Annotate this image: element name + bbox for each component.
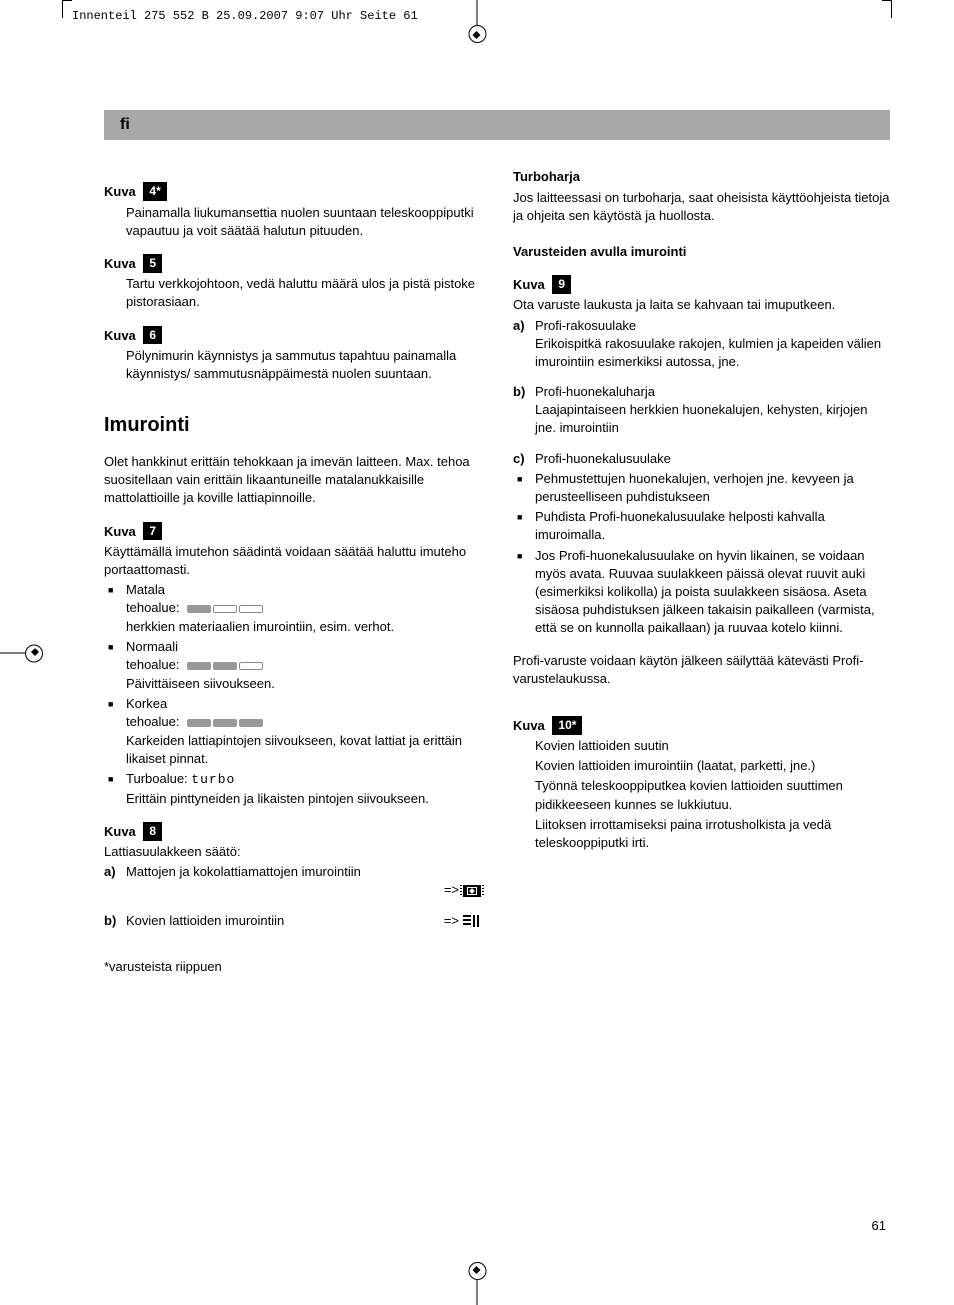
crop-mark-left	[0, 652, 35, 653]
kuva-label: Kuva	[104, 184, 136, 199]
power-level-matala: Matala tehoalue: herkkien materiaalien i…	[126, 581, 481, 636]
kuva-number-6: 6	[143, 326, 162, 345]
kuva-number-9: 9	[552, 275, 571, 294]
floor-a-text: Mattojen ja kokolattiamattojen imurointi…	[126, 863, 481, 881]
kuva-10-heading: Kuva 10*	[513, 716, 890, 735]
kuva-9-heading: Kuva 9	[513, 275, 890, 294]
crop-mark-top	[477, 0, 478, 35]
kuva-number-5: 5	[143, 254, 162, 273]
power-bar-icon	[187, 657, 265, 675]
kuva-8-intro: Lattiasuulakkeen säätö:	[104, 843, 481, 861]
kuva-10-body: Kovien lattioiden suutin Kovien lattioid…	[513, 737, 890, 852]
kuva-5-text: Tartu verkkojohtoon, vedä haluttu määrä …	[104, 275, 481, 311]
page-content: fi Kuva 4* Painamalla liukumansettia nuo…	[104, 110, 890, 976]
turbo-text: Jos laitteessasi on turboharja, saat ohe…	[513, 189, 890, 225]
power-level-korkea: Korkea tehoalue: Karkeiden lattiapintoje…	[126, 695, 481, 768]
footnote: *varusteista riippuen	[104, 958, 481, 976]
kuva-8-heading: Kuva 8	[104, 822, 481, 841]
accessory-a-title: Profi-rakosuulake	[535, 318, 636, 333]
crop-mark-bottom	[477, 1270, 478, 1305]
list-marker-a: a)	[104, 863, 126, 899]
power-level-list: Matala tehoalue: herkkien materiaalien i…	[104, 581, 481, 808]
power-desc: herkkien materiaalien imurointiin, esim.…	[126, 619, 394, 634]
power-desc: Karkeiden lattiapintojen siivoukseen, ko…	[126, 733, 462, 766]
arrow-symbol: =>	[444, 881, 459, 899]
accessory-b-title: Profi-huonekaluharja	[535, 384, 655, 399]
power-desc: Päivittäiseen siivoukseen.	[126, 676, 275, 691]
crop-corner-top-left	[62, 0, 63, 18]
kuva-number-4: 4*	[143, 182, 166, 201]
kuva-label: Kuva	[513, 718, 545, 733]
kuva-6-heading: Kuva 6	[104, 326, 481, 345]
power-name: Turboalue:	[126, 771, 188, 786]
accessory-b: b) Profi-huonekaluharja Laajapintaiseen …	[513, 383, 890, 438]
power-range-label: tehoalue:	[126, 657, 180, 672]
accessory-a: a) Profi-rakosuulake Erikoispitkä rakosu…	[513, 317, 890, 372]
kuva-10-l4: Liitoksen irrottamiseksi paina irrotusho…	[535, 816, 890, 852]
carpet-icon	[463, 885, 481, 897]
accessory-c-bullet-2: Puhdista Profi-huonekalusuulake helposti…	[535, 508, 890, 544]
language-bar: fi	[104, 110, 890, 140]
kuva-label: Kuva	[104, 256, 136, 271]
kuva-label: Kuva	[104, 824, 136, 839]
floor-b-text: Kovien lattioiden imurointiin	[126, 912, 444, 930]
right-column: Turboharja Jos laitteessasi on turboharj…	[513, 168, 890, 976]
list-marker-c: c)	[513, 450, 535, 468]
accessory-b-text: Laajapintaiseen herkkien huonekalujen, k…	[535, 402, 867, 435]
power-bar-icon	[187, 600, 265, 618]
arrow-symbol: =>	[444, 912, 459, 930]
power-range-label: tehoalue:	[126, 714, 180, 729]
kuva-4-heading: Kuva 4*	[104, 182, 481, 201]
accessory-c-bullet-1: Pehmustettujen huonekalujen, verhojen jn…	[535, 470, 890, 506]
list-marker-b: b)	[104, 912, 126, 930]
kuva-4-text: Painamalla liukumansettia nuolen suuntaa…	[104, 204, 481, 240]
kuva-label: Kuva	[104, 524, 136, 539]
floor-setting-list: a) Mattojen ja kokolattiamattojen imuroi…	[104, 863, 481, 930]
imurointi-intro: Olet hankkinut erittäin tehokkaan ja ime…	[104, 453, 481, 508]
print-header: Innenteil 275 552 B 25.09.2007 9:07 Uhr …	[72, 8, 418, 25]
accessory-c: c) Profi-huonekalusuulake	[513, 450, 890, 468]
power-name: Normaali	[126, 639, 178, 654]
kuva-number-8: 8	[143, 822, 162, 841]
kuva-number-10: 10*	[552, 716, 582, 735]
kuva-7-intro: Käyttämällä imutehon säädintä voidaan sä…	[104, 543, 481, 579]
power-name: Korkea	[126, 696, 167, 711]
accessory-list: a) Profi-rakosuulake Erikoispitkä rakosu…	[513, 317, 890, 468]
list-marker-b: b)	[513, 383, 535, 438]
power-level-normaali: Normaali tehoalue: Päivittäiseen siivouk…	[126, 638, 481, 693]
turbo-heading: Turboharja	[513, 168, 890, 186]
kuva-label: Kuva	[104, 328, 136, 343]
power-desc: Erittäin pinttyneiden ja likaisten pinto…	[126, 791, 429, 806]
power-name: Matala	[126, 582, 165, 597]
power-range-label: tehoalue:	[126, 600, 180, 615]
accessory-c-bullets: Pehmustettujen huonekalujen, verhojen jn…	[513, 470, 890, 638]
section-heading-imurointi: Imurointi	[104, 411, 481, 439]
floor-setting-a: a) Mattojen ja kokolattiamattojen imuroi…	[104, 863, 481, 899]
kuva-10-l1: Kovien lattioiden suutin	[535, 737, 890, 755]
kuva-7-heading: Kuva 7	[104, 522, 481, 541]
power-level-turbo: Turboalue: turbo Erittäin pinttyneiden j…	[126, 770, 481, 807]
hard-floor-icon	[463, 915, 481, 927]
list-marker-a: a)	[513, 317, 535, 372]
accessory-a-text: Erikoispitkä rakosuulake rakojen, kulmie…	[535, 336, 881, 369]
crop-corner-top-right	[891, 0, 892, 18]
accessories-heading: Varusteiden avulla imurointi	[513, 243, 890, 261]
kuva-9-outro: Profi-varuste voidaan käytön jälkeen säi…	[513, 652, 890, 688]
power-bar-icon	[187, 714, 265, 732]
kuva-9-intro: Ota varuste laukusta ja laita se kahvaan…	[513, 296, 890, 314]
kuva-5-heading: Kuva 5	[104, 254, 481, 273]
left-column: Kuva 4* Painamalla liukumansettia nuolen…	[104, 168, 481, 976]
kuva-10-l3: Työnnä teleskooppiputkea kovien lattioid…	[535, 777, 890, 813]
kuva-label: Kuva	[513, 277, 545, 292]
floor-setting-b: b) Kovien lattioiden imurointiin =>	[104, 912, 481, 930]
kuva-6-text: Pölynimurin käynnistys ja sammutus tapah…	[104, 347, 481, 383]
kuva-number-7: 7	[143, 522, 162, 541]
accessory-c-bullet-3: Jos Profi-huonekalusuulake on hyvin lika…	[535, 547, 890, 638]
page-number: 61	[872, 1217, 886, 1235]
kuva-10-l2: Kovien lattioiden imurointiin (laatat, p…	[535, 757, 890, 775]
accessory-c-title: Profi-huonekalusuulake	[535, 450, 890, 468]
turbo-label: turbo	[191, 772, 235, 787]
